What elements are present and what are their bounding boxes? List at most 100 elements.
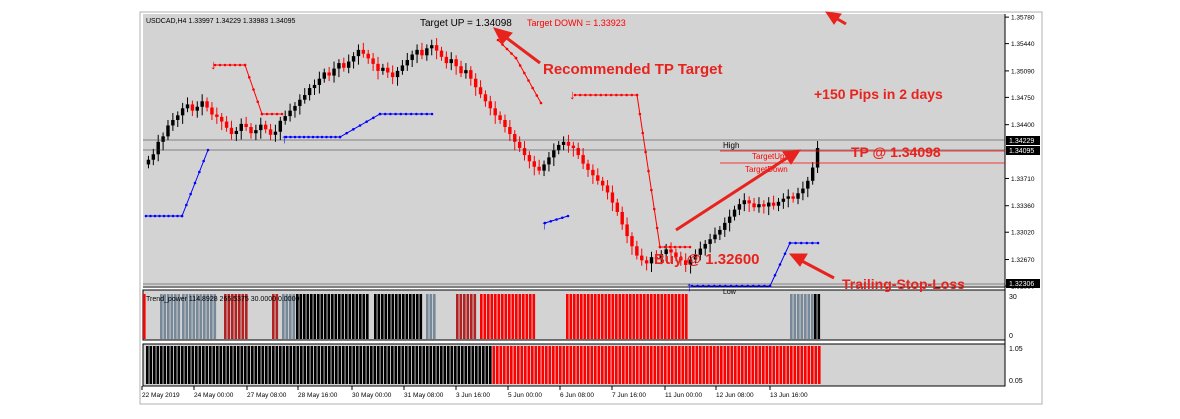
trend-histogram-bar bbox=[594, 346, 597, 384]
trend-power-bar bbox=[494, 294, 497, 339]
candle-body bbox=[171, 119, 175, 126]
red-stop-3-dot bbox=[589, 93, 592, 97]
trend-histogram-bar bbox=[289, 346, 293, 384]
high-label: High bbox=[723, 141, 739, 150]
trend-histogram-bar bbox=[499, 346, 503, 384]
candle-body bbox=[488, 101, 493, 109]
candle-body bbox=[376, 63, 380, 71]
price-tag-low-bg bbox=[1006, 279, 1040, 288]
candle-body bbox=[620, 211, 624, 225]
trend-power-bar bbox=[391, 294, 395, 339]
trend-histogram-bar bbox=[674, 346, 678, 384]
trend-power-bar bbox=[419, 294, 423, 339]
candle-body bbox=[317, 78, 322, 85]
trend-power-bar bbox=[625, 294, 629, 339]
trend-histogram-bar bbox=[405, 346, 408, 384]
trend-histogram-bar bbox=[324, 346, 328, 384]
candle-body bbox=[767, 202, 771, 207]
trend-power-bar bbox=[224, 294, 227, 339]
trend-power-bar bbox=[429, 294, 433, 339]
red-stop-3-dot bbox=[609, 93, 613, 97]
trend-power-bar bbox=[463, 294, 466, 339]
trend-histogram-bar bbox=[268, 346, 272, 384]
trend-power-bar bbox=[811, 294, 814, 339]
blue-stop-1-dot bbox=[167, 214, 170, 218]
trend-histogram-bar bbox=[720, 346, 723, 384]
candle-body bbox=[278, 120, 283, 132]
red-stop-1-dot bbox=[218, 63, 222, 67]
price-tick-label: 1.33020 bbox=[1011, 230, 1035, 237]
trend-histogram-bar bbox=[296, 346, 300, 384]
candle-body bbox=[664, 249, 668, 255]
trend-power-bar bbox=[497, 294, 501, 339]
trend-histogram-bar bbox=[233, 346, 237, 384]
candle-body bbox=[415, 49, 419, 55]
trend-histogram-bar bbox=[310, 346, 314, 384]
trend-power-bar bbox=[348, 294, 352, 339]
trend-histogram-bar bbox=[226, 346, 230, 384]
trend-histogram-bar bbox=[384, 346, 387, 384]
trend-histogram-bar bbox=[219, 346, 223, 384]
trend-histogram-bar bbox=[604, 346, 608, 384]
trend-histogram-bar bbox=[475, 346, 478, 384]
trend-power-bar bbox=[611, 294, 615, 339]
trend-histogram-bar bbox=[461, 346, 464, 384]
candle-body bbox=[273, 131, 278, 135]
trend-histogram-bar bbox=[314, 346, 317, 384]
trend-histogram-bar bbox=[209, 346, 212, 384]
down-arrow-1: ↓ bbox=[210, 57, 217, 72]
blue-stop-4-dot bbox=[763, 284, 766, 288]
trend-histogram-bar bbox=[156, 346, 160, 384]
up-arrow-2: ↑ bbox=[541, 217, 548, 232]
trend-power-bar bbox=[456, 294, 459, 339]
candle-body bbox=[215, 114, 219, 117]
candle-body bbox=[547, 157, 551, 165]
blue-stop-1-dot bbox=[185, 203, 188, 207]
trend-histogram-bar bbox=[237, 346, 240, 384]
trend-power-bar bbox=[231, 294, 234, 339]
trend-histogram-bar bbox=[240, 346, 244, 384]
blue-stop-4-dot bbox=[746, 284, 750, 288]
trend-histogram-bar bbox=[394, 346, 398, 384]
candle-body bbox=[498, 115, 502, 120]
buy-annotation: Buy @ 1.32600 bbox=[654, 251, 760, 268]
trend-histogram-bar bbox=[422, 346, 426, 384]
candle-body bbox=[517, 141, 522, 149]
trend-histogram-bar bbox=[601, 346, 604, 384]
blue-stop-4-dot bbox=[811, 241, 814, 245]
trend-histogram-bar bbox=[709, 346, 713, 384]
candle-body bbox=[166, 125, 170, 137]
red-stop-2-dot bbox=[505, 47, 509, 51]
trend-power-bar bbox=[508, 294, 511, 339]
candle-body bbox=[718, 229, 722, 235]
trend-histogram-bar bbox=[489, 346, 492, 384]
candle-body bbox=[771, 202, 776, 206]
candle-body bbox=[503, 119, 507, 128]
candle-body bbox=[522, 148, 527, 156]
trend-power-bar bbox=[604, 294, 608, 339]
blue-stop-2-dot bbox=[298, 135, 301, 139]
candle-body bbox=[581, 155, 585, 164]
red-stop-3-dot bbox=[604, 93, 608, 97]
overlays: ↓ ↓ ↑ ↑ ↑ bbox=[143, 38, 821, 384]
annotation-arrows bbox=[493, 11, 847, 280]
trend-power-bar bbox=[480, 294, 483, 339]
red-stop-2-dot bbox=[514, 56, 518, 60]
blue-stop-2-dot bbox=[372, 116, 375, 120]
trend-power-bar bbox=[310, 294, 313, 339]
candle-body bbox=[776, 201, 781, 206]
candle-body bbox=[239, 123, 243, 131]
blue-stop-2-dot bbox=[293, 135, 297, 139]
trend-histogram-bar bbox=[506, 346, 510, 384]
trend-histogram-bar bbox=[370, 346, 373, 384]
price-tick-label: 1.32670 bbox=[1011, 257, 1035, 264]
time-tick-label: 12 Jun 08:00 bbox=[716, 392, 754, 399]
candle-body bbox=[366, 53, 370, 59]
trend-histogram-bar bbox=[818, 346, 821, 384]
indicator2-axis-top: 1.05 bbox=[1009, 346, 1023, 353]
trend-histogram-bar bbox=[503, 346, 506, 384]
blue-stop-1-dot bbox=[162, 214, 166, 218]
trend-histogram-bar bbox=[282, 346, 286, 384]
trend-power-bar bbox=[182, 294, 185, 339]
